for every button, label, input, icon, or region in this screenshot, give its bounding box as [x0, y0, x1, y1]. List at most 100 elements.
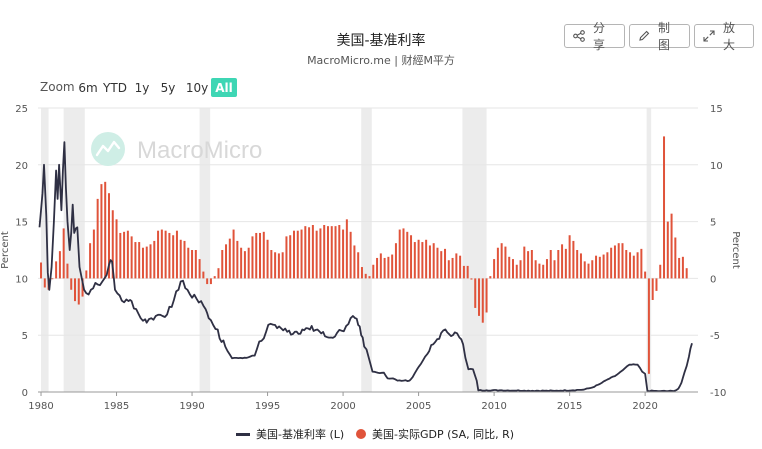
gdp-bar: [55, 261, 58, 279]
draw-chart-button[interactable]: 制图: [629, 21, 690, 52]
gdp-bar: [240, 247, 243, 279]
gdp-bar: [470, 278, 473, 280]
gdp-bar: [647, 278, 650, 374]
gdp-bar: [681, 256, 684, 279]
gdp-bar: [134, 242, 137, 279]
gdp-bar: [636, 252, 639, 279]
recession-band: [41, 108, 49, 392]
gdp-bar: [530, 250, 533, 279]
legend-rate-label: 美国-基准利率 (L): [256, 428, 345, 441]
watermark-text: MacroMicro: [137, 137, 262, 164]
gdp-bar: [621, 243, 624, 279]
gdp-bar: [281, 252, 284, 279]
gdp-bar: [194, 250, 197, 279]
gdp-bar: [606, 252, 609, 279]
gdp-bar: [489, 276, 492, 279]
right-axis-tick-label: -10: [710, 388, 726, 399]
right-axis-tick-label: -5: [710, 331, 720, 342]
gdp-bar: [289, 235, 292, 279]
zoom-6m-button[interactable]: 6m: [78, 80, 98, 95]
gdp-bar: [576, 250, 579, 279]
gdp-bar: [659, 264, 662, 279]
gdp-bar: [345, 219, 348, 279]
gdp-bar: [141, 247, 144, 279]
zoom-ytd-button[interactable]: YTD: [103, 80, 127, 95]
legend-gdp-label: 美国-实际GDP (SA, 同比, R): [372, 428, 515, 441]
gdp-bar: [74, 278, 77, 302]
rate-series-line: [38, 141, 693, 393]
gdp-bar: [138, 242, 141, 279]
gdp-bar: [432, 243, 435, 279]
gdp-bar: [149, 244, 152, 279]
gdp-bar: [323, 225, 326, 279]
recession-band: [646, 108, 652, 392]
x-axis-tick-label: 2015: [557, 401, 582, 412]
gdp-bar: [579, 253, 582, 279]
gdp-bar: [364, 273, 367, 279]
gdp-bar: [595, 255, 598, 279]
gdp-bar: [92, 229, 95, 279]
gdp-bar: [655, 278, 658, 291]
gdp-bar: [398, 229, 401, 279]
left-axis-tick-label: 15: [15, 218, 28, 229]
gdp-bar: [243, 251, 246, 279]
gdp-bar: [542, 264, 545, 279]
zoom-5y-button[interactable]: 5y: [160, 80, 176, 95]
gdp-bar: [96, 198, 99, 279]
gdp-bar: [523, 246, 526, 279]
gdp-bar: [663, 136, 666, 279]
legend-item-gdp[interactable]: 美国-实际GDP (SA, 同比, R): [356, 426, 514, 442]
gdp-bar: [255, 232, 258, 279]
left-axis-tick-label: 5: [22, 331, 28, 342]
gdp-bar: [115, 219, 118, 279]
recession-band: [63, 108, 85, 392]
gdp-bar: [89, 243, 92, 279]
gdp-bar: [292, 230, 295, 279]
zoom-all-button[interactable]: All: [211, 78, 237, 97]
gdp-bar: [360, 267, 363, 279]
gdp-bar: [259, 232, 262, 279]
gdp-bar: [300, 229, 303, 279]
gdp-bar: [508, 256, 511, 279]
legend-item-rate[interactable]: 美国-基准利率 (L): [236, 426, 344, 442]
gdp-bar: [349, 231, 352, 279]
gdp-bar: [123, 231, 126, 279]
gdp-bar: [107, 193, 110, 279]
gdp-bar: [168, 232, 171, 279]
gdp-bar: [444, 248, 447, 279]
gdp-bar: [126, 230, 129, 279]
right-axis-tick-label: 10: [710, 161, 723, 172]
gdp-bar: [545, 259, 548, 279]
gdp-bar: [632, 255, 635, 279]
gdp-bar: [557, 250, 560, 279]
gdp-bar: [587, 263, 590, 279]
zoom-1y-button[interactable]: 1y: [134, 80, 150, 95]
gdp-bar: [564, 248, 567, 279]
gdp-bar: [81, 278, 84, 297]
gdp-bar: [266, 239, 269, 279]
gdp-bar: [428, 245, 431, 279]
gdp-bar: [493, 259, 496, 279]
gdp-bar: [308, 227, 311, 279]
watermark: MacroMicro: [91, 132, 262, 166]
left-axis-tick-label: 0: [22, 388, 28, 399]
gdp-bar: [379, 253, 382, 279]
zoom-10y-button[interactable]: 10y: [185, 80, 209, 95]
gdp-bar: [591, 260, 594, 279]
gdp-bar: [330, 226, 333, 279]
gdp-bar: [485, 278, 488, 313]
gdp-bar: [206, 278, 209, 285]
gdp-bar: [319, 228, 322, 279]
gdp-bar: [678, 257, 681, 279]
share-button[interactable]: 分享: [564, 21, 625, 52]
gdp-bar: [213, 276, 216, 279]
gdp-bar: [221, 250, 224, 279]
enlarge-button[interactable]: 放大: [694, 21, 754, 52]
gdp-bar: [183, 240, 186, 279]
gdp-bar: [247, 247, 250, 279]
gdp-bar: [191, 250, 194, 279]
gdp-bar: [410, 235, 413, 279]
gdp-bar: [225, 244, 228, 279]
gdp-bar: [466, 265, 469, 279]
